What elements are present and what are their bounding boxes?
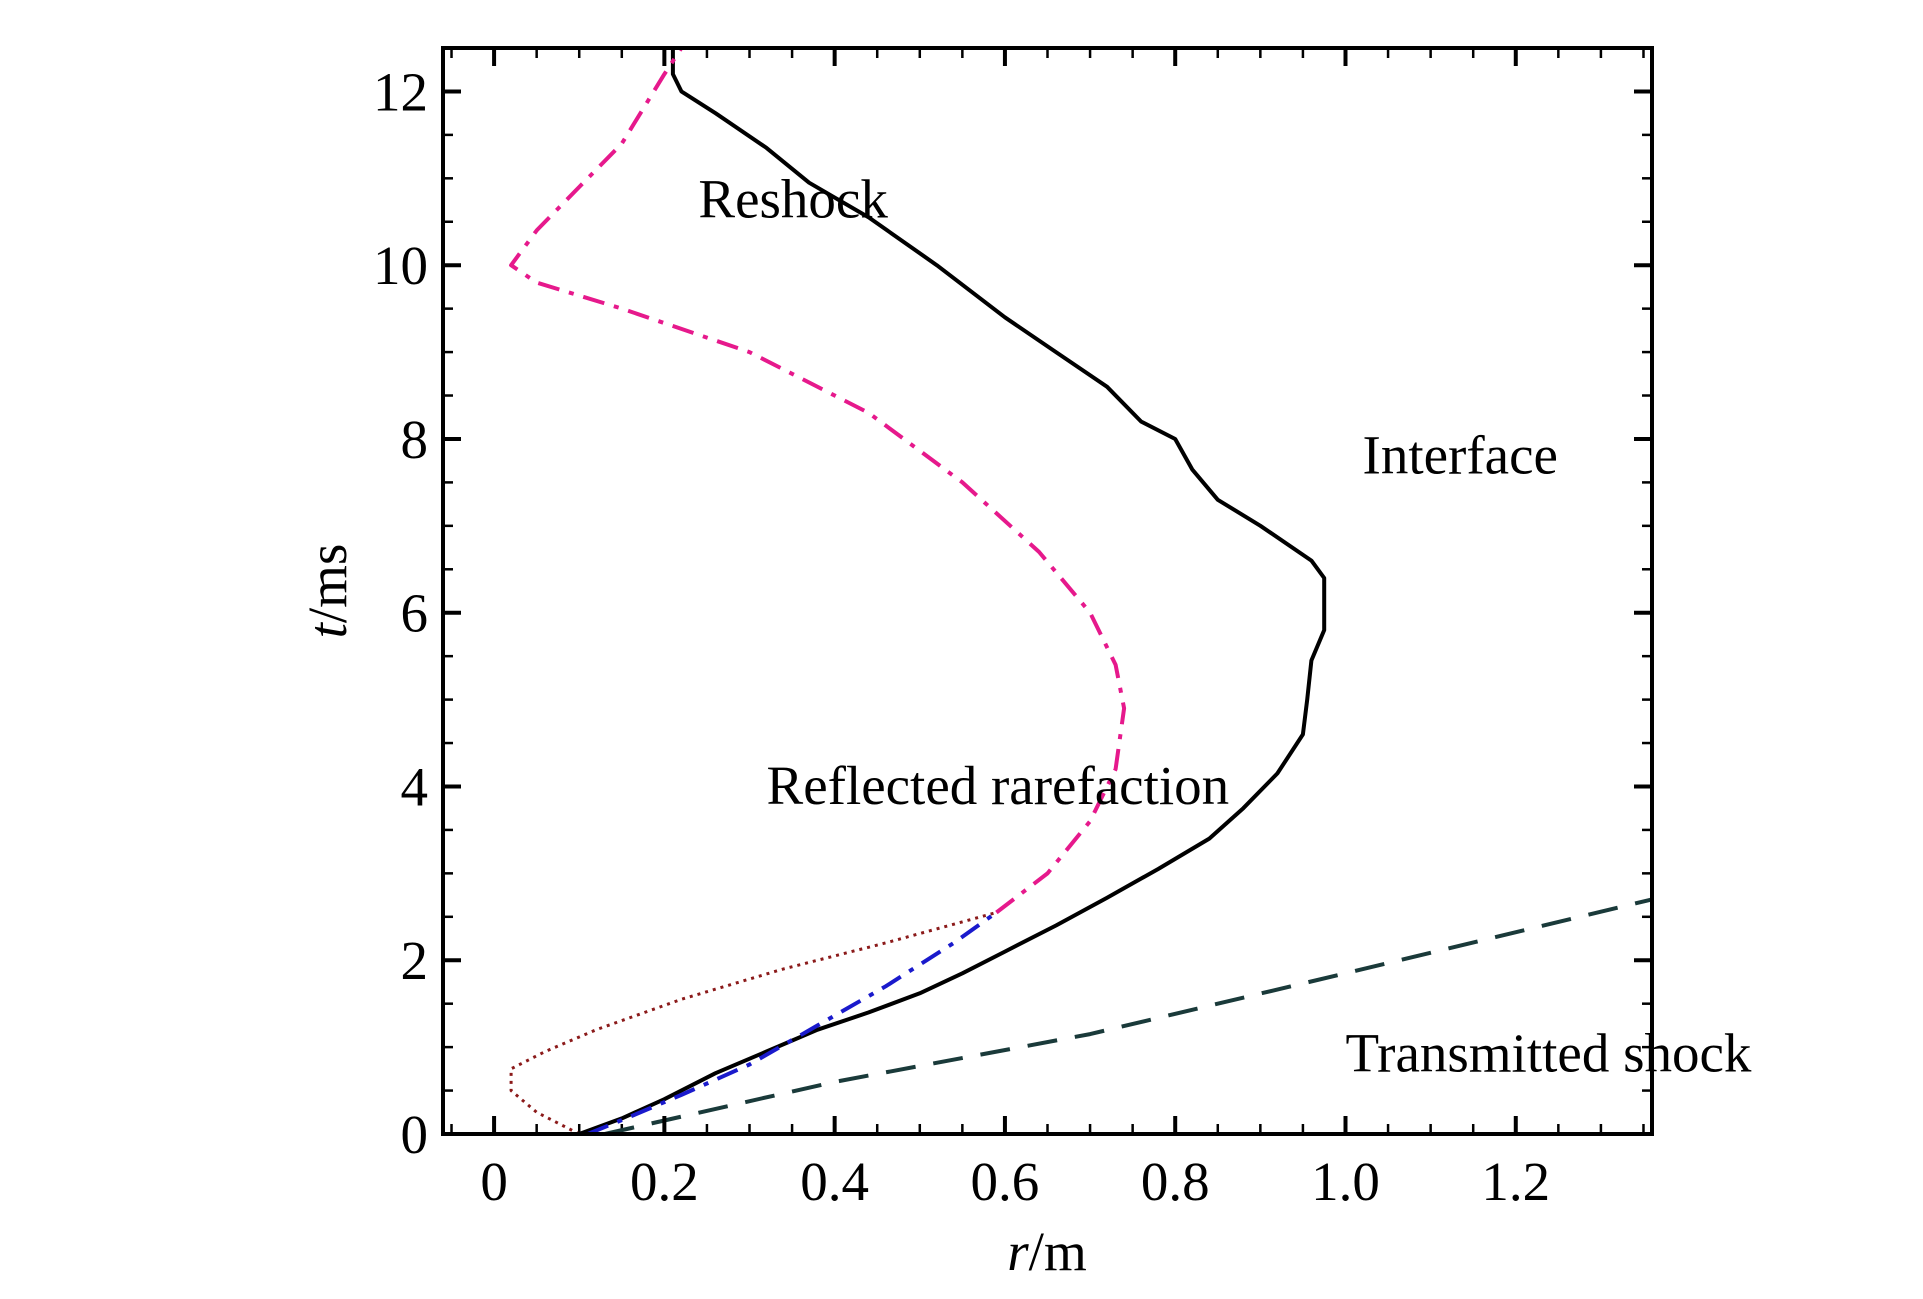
x-axis-var: r bbox=[1007, 1221, 1029, 1282]
x-tick-label: 0.6 bbox=[971, 1151, 1040, 1212]
y-tick-label: 4 bbox=[401, 756, 429, 817]
y-axis-title: t/ms bbox=[297, 544, 358, 639]
y-axis-unit: /ms bbox=[297, 544, 358, 623]
annotation-interface: Interface bbox=[1363, 425, 1558, 486]
y-axis-var: t bbox=[297, 621, 358, 638]
y-tick-label: 2 bbox=[401, 930, 429, 991]
x-tick-label: 0 bbox=[480, 1151, 508, 1212]
y-tick-label: 0 bbox=[401, 1104, 429, 1165]
plot-frame bbox=[441, 46, 1654, 1136]
y-tick-label: 12 bbox=[373, 61, 428, 122]
x-tick-labels: 0 0.2 0.4 0.6 0.8 1.0 1.2 bbox=[480, 1151, 1550, 1212]
x-axis-title: r/m bbox=[1007, 1221, 1086, 1282]
x-tick-label: 1.2 bbox=[1481, 1151, 1550, 1212]
major-ticks bbox=[443, 48, 1652, 1136]
annotations: Reshock Interface Reflected rarefaction Tra… bbox=[698, 168, 1751, 1083]
y-tick-label: 8 bbox=[401, 409, 429, 470]
minor-ticks bbox=[443, 46, 1652, 1134]
x-tick-label: 0.2 bbox=[630, 1151, 699, 1212]
series-transmitted-shock-dashed bbox=[604, 897, 1653, 1136]
series-reshock-dashdot bbox=[509, 46, 1127, 915]
series-reflected-rarefaction-dashdot bbox=[586, 910, 998, 1136]
x-tick-label: 0.8 bbox=[1141, 1151, 1210, 1212]
annotation-reflected-rarefaction: Reflected rarefaction bbox=[767, 755, 1230, 816]
annotation-transmitted-shock: Transmitted shock bbox=[1345, 1022, 1751, 1083]
x-tick-label: 1.0 bbox=[1311, 1151, 1380, 1212]
annotation-reshock: Reshock bbox=[698, 168, 888, 229]
y-tick-label: 6 bbox=[401, 583, 429, 644]
y-tick-label: 10 bbox=[373, 235, 428, 296]
series-interface-solid bbox=[578, 48, 1327, 1136]
x-tick-label: 0.4 bbox=[800, 1151, 869, 1212]
y-tick-labels: 0 2 4 6 8 10 12 bbox=[373, 61, 428, 1165]
x-axis-unit: /m bbox=[1029, 1221, 1087, 1282]
series-reflected-rarefaction-dotted bbox=[509, 911, 997, 1136]
series-layer bbox=[509, 46, 1653, 1136]
